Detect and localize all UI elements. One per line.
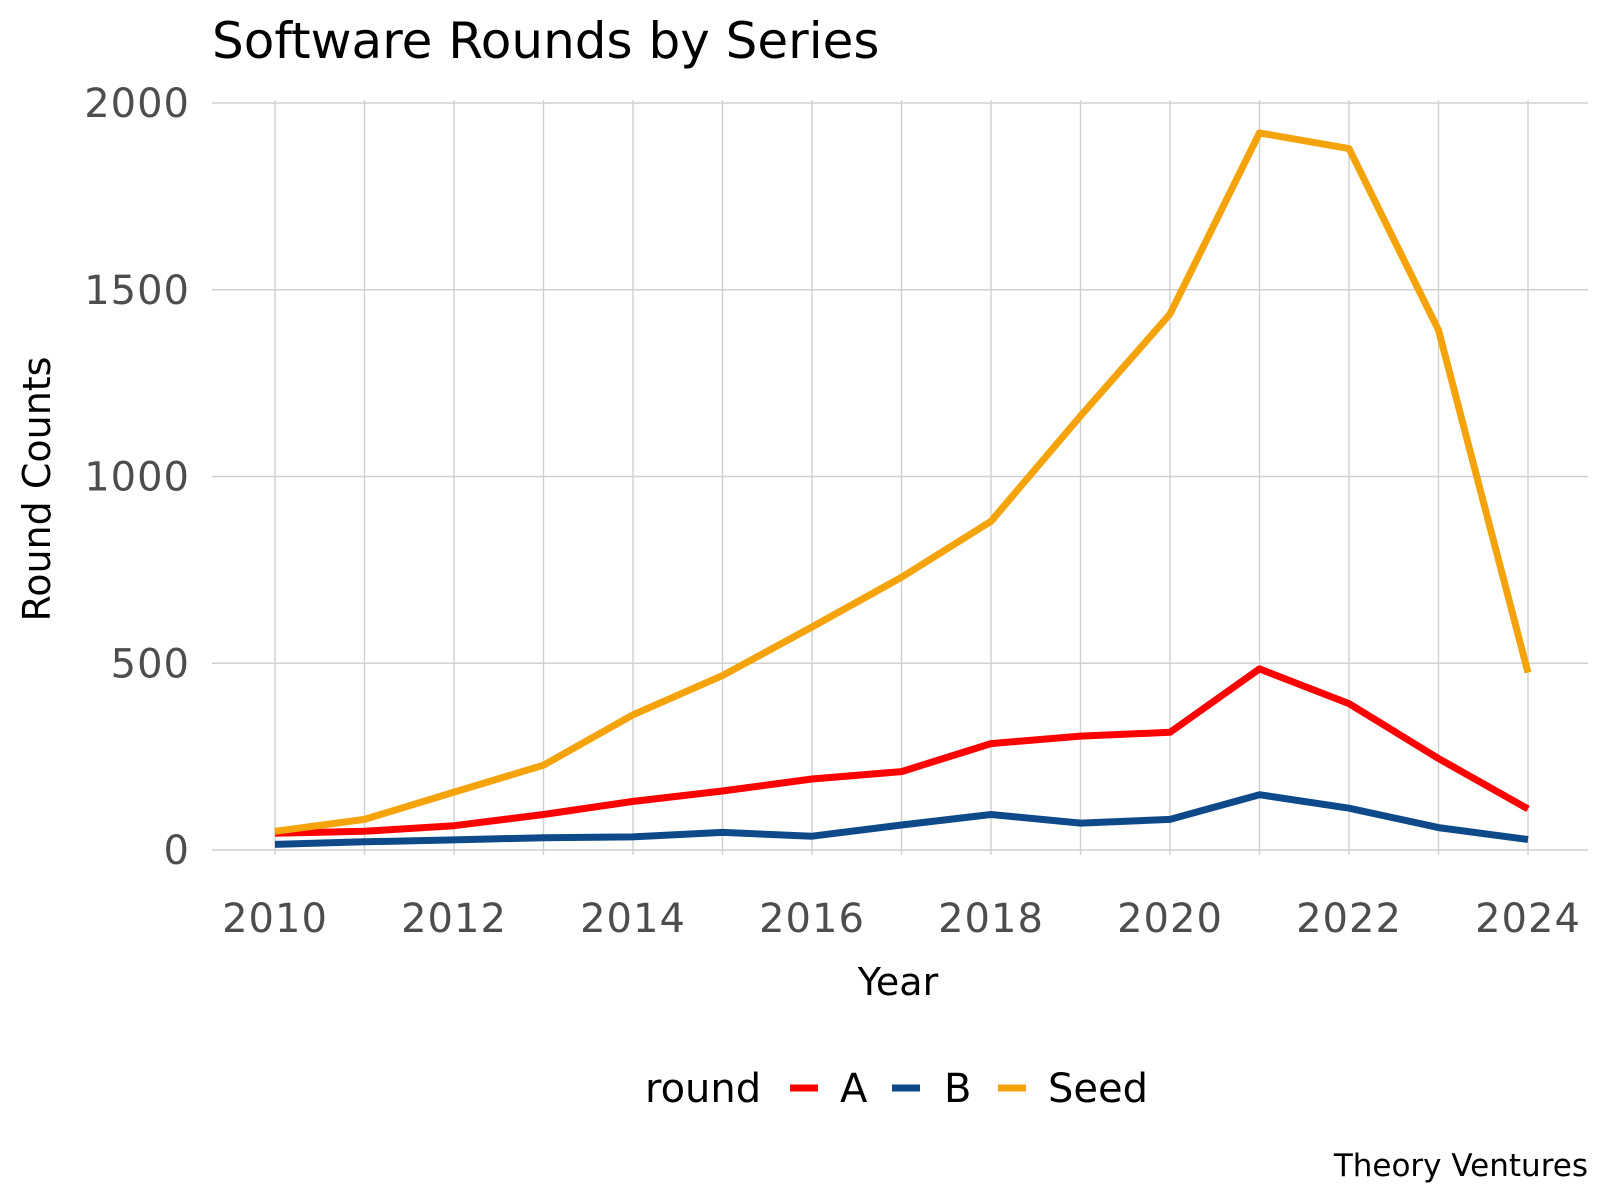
- series-line-seed: [274, 129, 1532, 835]
- y-tick-label: 2000: [84, 81, 190, 127]
- y-tick-label: 0: [164, 828, 190, 874]
- x-tick-label: 2010: [222, 896, 328, 942]
- y-tick-label: 1000: [84, 455, 190, 501]
- series-line-a: [274, 665, 1530, 837]
- legend-label-b: B: [944, 1066, 971, 1112]
- grid: [212, 100, 1588, 855]
- y-tick-label: 500: [111, 641, 190, 687]
- series-line-b: [274, 791, 1529, 848]
- y-tick-label: 1500: [84, 268, 190, 314]
- x-axis-ticks: 2010 2012 2014 2016 2018 2020 2022 2024: [222, 896, 1581, 942]
- x-tick-label: 2016: [759, 896, 865, 942]
- legend-label-a: A: [840, 1066, 868, 1112]
- legend-label-seed: Seed: [1048, 1066, 1148, 1112]
- x-tick-label: 2012: [401, 896, 507, 942]
- chart-caption: Theory Ventures: [1333, 1148, 1588, 1184]
- x-tick-label: 2014: [580, 896, 686, 942]
- x-tick-label: 2020: [1117, 896, 1223, 942]
- series-lines: [274, 129, 1532, 848]
- legend: round A B Seed: [645, 1066, 1148, 1112]
- x-tick-label: 2024: [1475, 896, 1581, 942]
- x-axis-title: Year: [857, 960, 939, 1004]
- y-axis-ticks: 0 500 1000 1500 2000: [84, 81, 190, 874]
- x-tick-label: 2022: [1296, 896, 1402, 942]
- x-tick-label: 2018: [938, 896, 1044, 942]
- chart-title: Software Rounds by Series: [212, 12, 879, 70]
- legend-title: round: [645, 1066, 761, 1112]
- y-axis-title: Round Counts: [15, 357, 59, 622]
